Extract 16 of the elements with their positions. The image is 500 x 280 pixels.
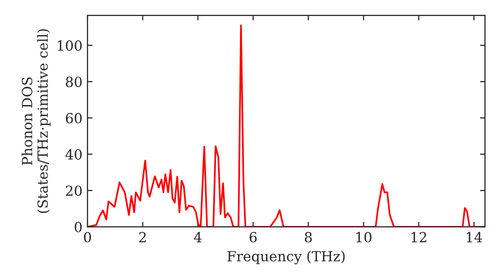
y-axis-title: Phonon DOS (States/THz·primitive cell) xyxy=(22,29,51,213)
y-tick-label: 80 xyxy=(66,76,82,88)
x-tick-label: 12 xyxy=(412,232,426,242)
y-tick-label: 60 xyxy=(66,112,82,124)
y-tick-label: 100 xyxy=(58,40,82,51)
x-tick-label: 0 xyxy=(84,232,91,242)
x-tick-label: 10 xyxy=(356,232,372,242)
x-axis-title: Frequency (THz) xyxy=(227,250,345,264)
x-tick-label: 8 xyxy=(304,232,312,242)
x-tick-label: 4 xyxy=(194,232,202,242)
x-tick-label: 14 xyxy=(466,232,482,242)
x-tick-label: 2 xyxy=(139,232,146,242)
x-tick-label: 6 xyxy=(250,232,257,242)
y-tick-label: 40 xyxy=(65,149,82,160)
y-tick-label: 0 xyxy=(74,222,82,232)
y-tick-label: 20 xyxy=(66,185,82,196)
